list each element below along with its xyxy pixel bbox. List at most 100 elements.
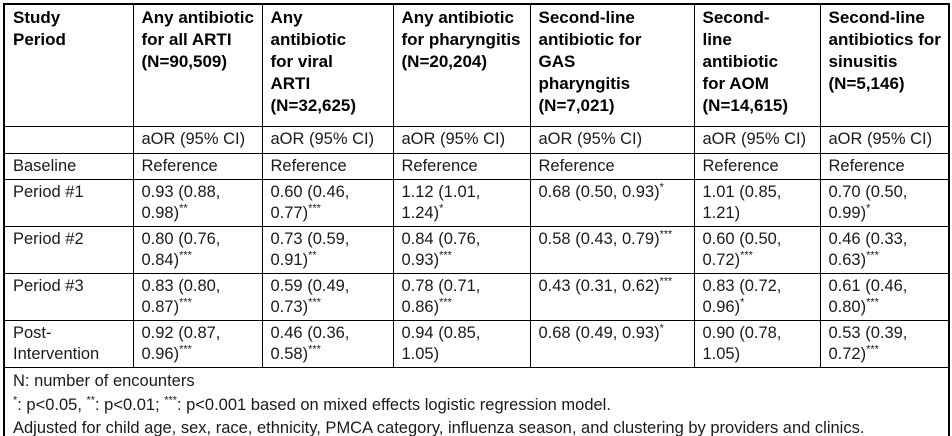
cell-value: Reference [270, 157, 347, 175]
header-any-antibiotic-pharyngitis: Any antibiotic for pharyngitis (N=20,204… [392, 3, 531, 127]
significance-stars: *** [308, 202, 321, 215]
significance-stars: *** [179, 343, 192, 356]
table-row-period-1: Period #1 0.93 (0.88, 0.98)** 0.60 (0.46… [3, 179, 950, 228]
header-text: Second-line antibiotics for sinusitis (N… [828, 8, 941, 94]
significance-stars: ** [308, 249, 317, 262]
significance-stars: *** [439, 296, 452, 309]
header-text: Second-line antibiotic for AOM (N=14,615… [702, 8, 789, 116]
footnote-adjustment: Adjusted for child age, sex, race, ethni… [13, 418, 865, 436]
cell-value: 0.94 (0.85, 1.05) [401, 324, 481, 363]
row-label: Period #3 [3, 273, 134, 322]
cell-value: 0.58 (0.43, 0.79) [538, 230, 660, 249]
data-cell: Reference [529, 152, 695, 181]
header-second-line-gas-pharyngitis: Second-line antibiotic for GAS pharyngit… [529, 3, 695, 127]
significance-stars: * [439, 202, 444, 215]
cell-value: 0.73 (0.59, 0.91) [270, 230, 350, 269]
data-cell: 0.46 (0.33, 0.63)*** [819, 226, 950, 275]
data-cell: 0.58 (0.43, 0.79)*** [529, 226, 695, 275]
data-cell: 0.53 (0.39, 0.72)*** [819, 320, 950, 369]
data-cell: 0.68 (0.50, 0.93)* [529, 179, 695, 228]
header-text: Any antibiotic for viral ARTI (N=32,625) [270, 8, 357, 116]
significance-stars: *** [866, 249, 879, 262]
header-any-antibiotic-viral-arti: Any antibiotic for viral ARTI (N=32,625) [261, 3, 394, 127]
row-label: Baseline [3, 152, 134, 181]
data-cell: 0.73 (0.59, 0.91)** [261, 226, 394, 275]
data-cell: 0.68 (0.49, 0.93)* [529, 320, 695, 369]
data-cell: 0.83 (0.80, 0.87)*** [132, 273, 263, 322]
header-text: Study Period [13, 8, 66, 50]
cell-value: 0.83 (0.80, 0.87) [141, 277, 221, 316]
cell-value: 0.43 (0.31, 0.62) [538, 277, 660, 296]
header-second-line-aom: Second-line antibiotic for AOM (N=14,615… [693, 3, 821, 127]
cell-value: 0.68 (0.50, 0.93) [538, 183, 660, 202]
subheader-cell: aOR (95% CI) [132, 126, 263, 154]
cell-value: 0.78 (0.71, 0.86) [401, 277, 481, 316]
significance-stars: *** [308, 343, 321, 356]
subheader-cell: aOR (95% CI) [819, 126, 950, 154]
significance-stars: * [659, 181, 664, 194]
data-cell: 0.80 (0.76, 0.84)*** [132, 226, 263, 275]
significance-stars: ** [86, 394, 95, 406]
cell-value: 0.60 (0.50, 0.72) [702, 230, 782, 269]
footnotes-row: N: number of encounters *: p<0.05, **: p… [3, 367, 950, 436]
row-label: Post-Intervention [3, 320, 134, 369]
cell-value: 0.84 (0.76, 0.93) [401, 230, 481, 269]
table-body: aOR (95% CI) aOR (95% CI) aOR (95% CI) a… [3, 126, 950, 369]
data-cell: 0.90 (0.78, 1.05) [693, 320, 821, 369]
significance-stars: *** [866, 343, 879, 356]
cell-value: 0.93 (0.88, 0.98) [141, 183, 221, 222]
cell-value: Reference [401, 157, 478, 175]
data-cell: 0.93 (0.88, 0.98)** [132, 179, 263, 228]
data-cell: Reference [261, 152, 394, 181]
cell-value: 0.68 (0.49, 0.93) [538, 324, 660, 343]
cell-value: 0.59 (0.49, 0.73) [270, 277, 350, 316]
header-text: Second-line antibiotic for GAS pharyngit… [538, 8, 642, 116]
cell-value: 0.90 (0.78, 1.05) [702, 324, 782, 363]
significance-stars: *** [308, 296, 321, 309]
significance-stars: * [13, 394, 18, 406]
data-cell: 0.59 (0.49, 0.73)*** [261, 273, 394, 322]
footnotes-cell: N: number of encounters *: p<0.05, **: p… [3, 367, 950, 436]
row-label: Period #2 [3, 226, 134, 275]
significance-stars: *** [179, 249, 192, 262]
cell-value: 0.70 (0.50, 0.99) [828, 183, 908, 222]
cell-value: 1.12 (1.01, 1.24) [401, 183, 481, 222]
header-row: Study Period Any antibiotic for all ARTI… [3, 3, 950, 127]
cell-value: 0.46 (0.36, 0.58) [270, 324, 350, 363]
footnote-significance: *: p<0.05, **: p<0.01; ***: p<0.001 base… [13, 394, 941, 417]
header-text: Any antibiotic for all ARTI (N=90,509) [141, 8, 254, 72]
data-cell: Reference [819, 152, 950, 181]
data-cell: 0.46 (0.36, 0.58)*** [261, 320, 394, 369]
cell-value: Reference [538, 157, 615, 175]
data-cell: Reference [132, 152, 263, 181]
table-header: Study Period Any antibiotic for all ARTI… [3, 3, 950, 127]
significance-stars: ** [179, 202, 188, 215]
data-cell: 0.78 (0.71, 0.86)*** [392, 273, 531, 322]
cell-value: 0.60 (0.46, 0.77) [270, 183, 350, 222]
data-cell: 0.60 (0.46, 0.77)*** [261, 179, 394, 228]
data-cell: Reference [392, 152, 531, 181]
data-cell: Reference [693, 152, 821, 181]
significance-stars: * [659, 322, 664, 335]
data-cell: 0.83 (0.72, 0.96)* [693, 273, 821, 322]
data-cell: 0.94 (0.85, 1.05) [392, 320, 531, 369]
cell-value: Reference [702, 157, 779, 175]
data-cell: 0.61 (0.46, 0.80)*** [819, 273, 950, 322]
table-footnotes: N: number of encounters *: p<0.05, **: p… [3, 367, 950, 436]
footnote-n-definition: N: number of encounters [13, 372, 195, 391]
table-row-period-3: Period #3 0.83 (0.80, 0.87)*** 0.59 (0.4… [3, 273, 950, 322]
cell-value: 1.01 (0.85, 1.21) [702, 183, 782, 222]
data-cell: 0.92 (0.87, 0.96)*** [132, 320, 263, 369]
data-cell: 0.84 (0.76, 0.93)*** [392, 226, 531, 275]
significance-stars: *** [179, 296, 192, 309]
data-cell: 0.60 (0.50, 0.72)*** [693, 226, 821, 275]
data-cell: 1.12 (1.01, 1.24)* [392, 179, 531, 228]
significance-stars: *** [439, 249, 452, 262]
subheader-empty-cell [3, 126, 134, 154]
data-cell: 0.70 (0.50, 0.99)* [819, 179, 950, 228]
subheader-cell: aOR (95% CI) [392, 126, 531, 154]
cell-value: 0.61 (0.46, 0.80) [828, 277, 908, 316]
significance-stars: * [740, 296, 745, 309]
cell-value: 0.53 (0.39, 0.72) [828, 324, 908, 363]
